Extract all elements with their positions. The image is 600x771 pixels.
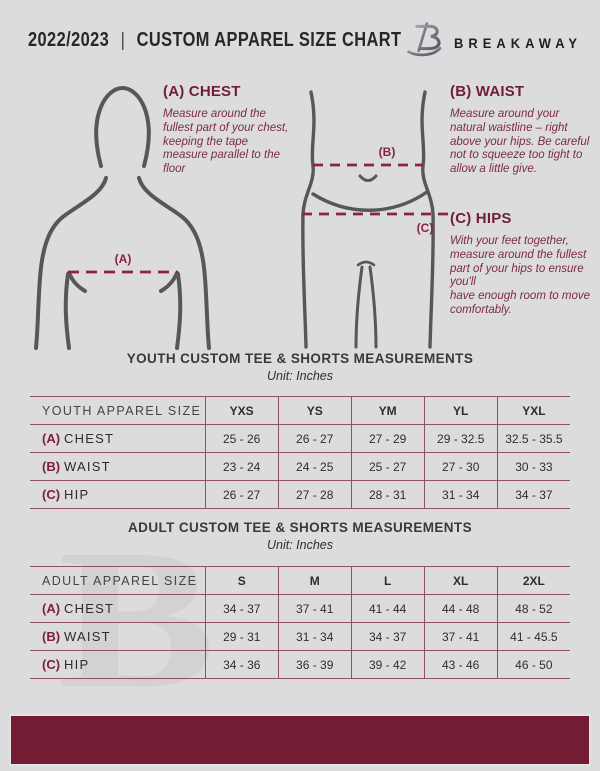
table-row: (B) WAIST 29 - 31 31 - 34 34 - 37 37 - 41…: [30, 622, 570, 651]
measurement-cell: 34 - 36: [204, 650, 279, 679]
row-label: (A) CHEST: [30, 424, 206, 453]
hips-guide-heading: (C) HIPS: [450, 210, 512, 227]
measurement-cell: 48 - 52: [496, 594, 570, 623]
measurement-cell: 46 - 50: [496, 650, 570, 679]
waist-guide: (B) WAIST Measure around your natural wa…: [450, 83, 592, 177]
waist-guide-text: Measure around your natural waistline – …: [450, 108, 590, 176]
chest-guide: (A) CHEST Measure around the fullest par…: [163, 83, 295, 177]
column-header: YS: [277, 396, 352, 425]
chest-marker-label: (A): [115, 252, 132, 266]
table-row: (C) HIP 26 - 27 27 - 28 28 - 31 31 - 34 3…: [30, 480, 570, 509]
measurement-cell: 36 - 39: [277, 650, 352, 679]
lower-body-figure: (B) (C): [280, 82, 455, 355]
row-label: (B) WAIST: [30, 452, 206, 481]
hips-guide-text: With your feet together, measure around …: [450, 235, 591, 316]
table-header-row: YOUTH APPAREL SIZE YXS YS YM YL YXL: [30, 396, 570, 425]
column-header: YXL: [496, 396, 570, 425]
measurement-cell: 29 - 31: [204, 622, 279, 651]
waist-guide-heading: (B) WAIST: [450, 83, 525, 100]
season-label: 2022/2023: [28, 29, 110, 51]
brand-name: BREAKAWAY: [454, 34, 583, 51]
measurement-cell: 31 - 34: [277, 622, 352, 651]
adult-size-table: ADULT APPAREL SIZE S M L XL 2XL (A) CHEST…: [30, 566, 570, 679]
measurement-cell: 32.5 - 35.5: [496, 424, 570, 453]
measurement-cell: 28 - 31: [350, 480, 425, 509]
measurement-cell: 29 - 32.5: [423, 424, 498, 453]
measurement-cell: 44 - 48: [423, 594, 498, 623]
measurement-cell: 25 - 27: [350, 452, 425, 481]
hips-marker-label: (C): [417, 221, 434, 235]
measurement-cell: 23 - 24: [204, 452, 279, 481]
column-header: S: [204, 566, 279, 595]
column-header: M: [277, 566, 352, 595]
waist-marker-label: (B): [379, 145, 396, 159]
measurement-cell: 41 - 44: [350, 594, 425, 623]
column-header: 2XL: [496, 566, 570, 595]
measurement-cell: 30 - 33: [496, 452, 570, 481]
measurement-cell: 43 - 46: [423, 650, 498, 679]
measurement-cell: 27 - 30: [423, 452, 498, 481]
table-header-row: ADULT APPAREL SIZE S M L XL 2XL: [30, 566, 570, 595]
row-label: (C) HIP: [30, 480, 206, 509]
page-title-text: CUSTOM APPAREL SIZE CHART: [136, 29, 402, 51]
measurement-cell: 25 - 26: [204, 424, 279, 453]
table-row: (A) CHEST 34 - 37 37 - 41 41 - 44 44 - 48…: [30, 594, 570, 623]
measurement-cell: 31 - 34: [423, 480, 498, 509]
measurement-cell: 34 - 37: [496, 480, 570, 509]
measurement-cell: 26 - 27: [277, 424, 352, 453]
row-label: (B) WAIST: [30, 622, 206, 651]
title-separator: |: [120, 29, 126, 51]
adult-unit-label: Unit: Inches: [266, 538, 333, 552]
breakaway-b-logo-icon: [405, 20, 445, 65]
adult-section-title: ADULT CUSTOM TEE & SHORTS MEASUREMENTS: [128, 520, 472, 535]
row-label: (A) CHEST: [30, 594, 206, 623]
measurement-cell: 26 - 27: [204, 480, 279, 509]
column-header: L: [350, 566, 425, 595]
measurement-cell: 27 - 28: [277, 480, 352, 509]
table-row: (C) HIP 34 - 36 36 - 39 39 - 42 43 - 46 4…: [30, 650, 570, 679]
column-header: ADULT APPAREL SIZE: [30, 566, 206, 595]
youth-size-table: YOUTH APPAREL SIZE YXS YS YM YL YXL (A) C…: [30, 396, 570, 509]
youth-section-title: YOUTH CUSTOM TEE & SHORTS MEASUREMENTS: [126, 351, 474, 366]
column-header: XL: [423, 566, 498, 595]
table-row: (B) WAIST 23 - 24 24 - 25 25 - 27 27 - 30…: [30, 452, 570, 481]
youth-unit-label: Unit: Inches: [266, 369, 333, 383]
measurement-cell: 24 - 25: [277, 452, 352, 481]
page-title: 2022/2023 | CUSTOM APPAREL SIZE CHART: [28, 29, 401, 52]
column-header: YL: [423, 396, 498, 425]
upper-body-figure: (A): [28, 82, 213, 355]
measurement-cell: 27 - 29: [350, 424, 425, 453]
measurement-cell: 34 - 37: [204, 594, 279, 623]
column-header: YXS: [204, 396, 279, 425]
measurement-cell: 37 - 41: [277, 594, 352, 623]
column-header: YM: [350, 396, 425, 425]
brand-block: BREAKAWAY: [405, 20, 593, 65]
table-row: (A) CHEST 25 - 26 26 - 27 27 - 29 29 - 32…: [30, 424, 570, 453]
row-label: (C) HIP: [30, 650, 206, 679]
measurement-cell: 34 - 37: [350, 622, 425, 651]
footer-bar: [9, 714, 591, 766]
measurement-cell: 41 - 45.5: [496, 622, 570, 651]
chest-guide-heading: (A) CHEST: [163, 83, 241, 100]
hips-guide: (C) HIPS With your feet together, measur…: [450, 210, 594, 318]
column-header: YOUTH APPAREL SIZE: [30, 396, 206, 425]
measurement-cell: 39 - 42: [350, 650, 425, 679]
measurement-cell: 37 - 41: [423, 622, 498, 651]
chest-guide-text: Measure around the fullest part of your …: [163, 108, 289, 176]
